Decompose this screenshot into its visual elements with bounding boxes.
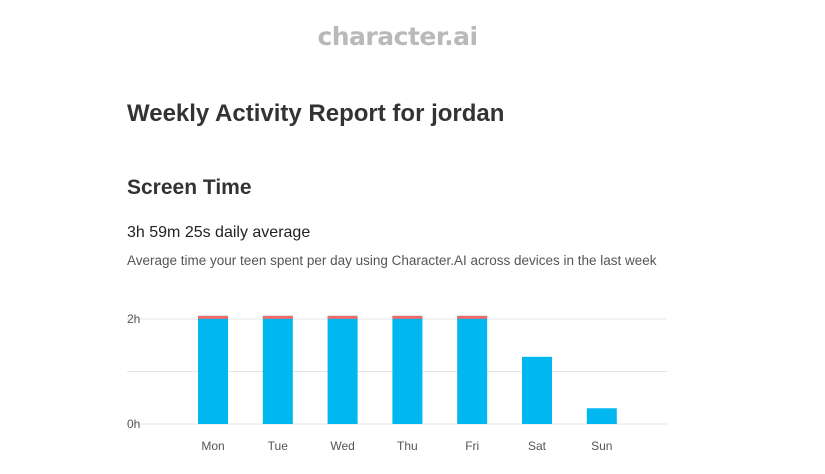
x-tick-label: Mon	[201, 439, 224, 453]
bar-tue	[262, 315, 293, 424]
bar-overflow-cap	[327, 315, 358, 319]
bar-overflow-cap	[457, 315, 488, 319]
x-tick-label: Sun	[591, 439, 612, 453]
x-tick-label: Thu	[397, 439, 418, 453]
bar-thu	[392, 315, 423, 424]
bar-fri	[457, 315, 488, 424]
x-tick-label: Fri	[465, 439, 479, 453]
bar-sun	[586, 408, 617, 424]
y-tick-label: 2h	[127, 312, 140, 326]
screen-time-heading: Screen Time	[127, 176, 252, 199]
bar-overflow-cap	[392, 315, 423, 319]
bar-wed	[327, 315, 358, 424]
x-tick-label: Tue	[268, 439, 289, 453]
daily-average-text: 3h 59m 25s daily average	[127, 224, 311, 241]
x-tick-label: Sat	[528, 439, 547, 453]
x-tick-label: Wed	[330, 439, 354, 453]
bar-sat	[522, 356, 552, 424]
bar-mon	[198, 315, 228, 424]
y-tick-label: 0h	[127, 417, 140, 431]
character-ai-logo: character.ai	[317, 22, 478, 51]
bar-overflow-cap	[198, 315, 228, 319]
bar-overflow-cap	[262, 315, 293, 319]
screen-time-description: Average time your teen spent per day usi…	[127, 253, 657, 268]
report-title: Weekly Activity Report for jordan	[127, 100, 505, 127]
